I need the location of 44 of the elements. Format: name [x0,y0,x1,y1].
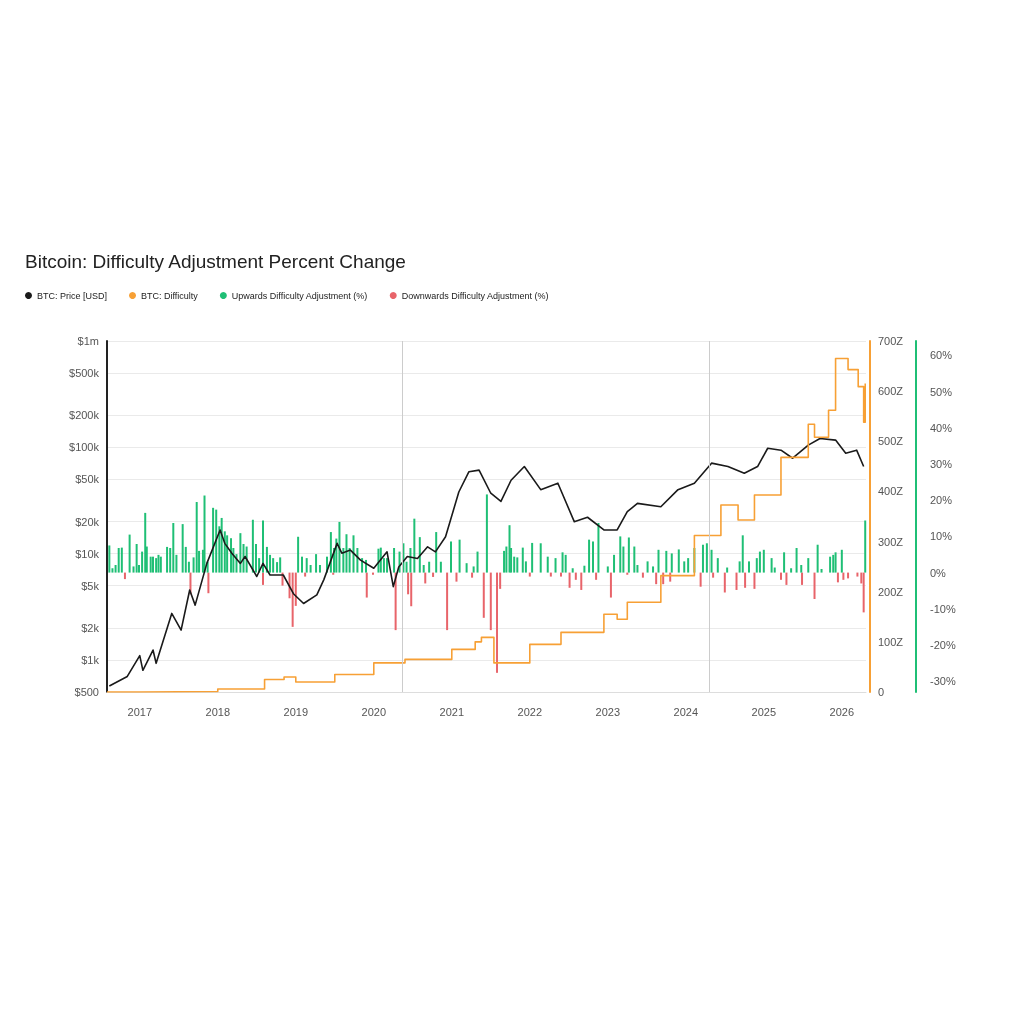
x-tick-label: 2024 [673,705,699,718]
y-tick-label: $1m [77,335,99,347]
y3-tick-label: 40% [930,421,953,434]
y2-tick-label: 400Z [878,485,904,498]
x-tick-label: 2019 [283,705,309,718]
legend-label: BTC: Difficulty [141,290,199,301]
y2-tick-label: 700Z [878,335,904,347]
y2-tick-label: 600Z [878,385,904,398]
x-tick-label: 2021 [439,705,465,718]
legend-label: BTC: Price [USD] [37,290,108,301]
y-tick-label: $2k [81,621,100,634]
y3-tick-label: 60% [930,349,953,362]
y-tick-label: $20k [75,515,100,528]
y-tick-label: $200k [69,409,100,422]
x-tick-label: 2018 [205,705,231,718]
y-tick-label: $5k [81,579,100,592]
x-tick-label: 2026 [829,705,855,718]
y3-tick-label: -10% [930,602,956,615]
x-tick-label: 2023 [595,705,621,718]
y-tick-label: $500k [69,367,100,380]
x-tick-label: 2025 [751,705,777,718]
y-tick-label: $500 [74,686,99,698]
legend-label: Downwards Difficulty Adjustment (%) [401,290,549,301]
y2-tick-label: 300Z [878,535,904,548]
y-tick-label: $100k [69,441,100,454]
y2-tick-label: 200Z [878,585,904,598]
y3-tick-label: 50% [930,385,953,398]
y3-tick-label: -30% [930,675,956,688]
y3-tick-label: 10% [930,530,953,543]
y-tick-label: $50k [75,473,100,486]
y-tick-label: $1k [81,653,100,666]
chart-title: Bitcoin: Difficulty Adjustment Percent Change [25,251,406,272]
y3-tick-label: 0% [930,566,947,579]
y2-tick-label: 500Z [878,435,904,448]
y3-tick-label: 30% [930,458,953,471]
legend-label: Upwards Difficulty Adjustment (%) [231,290,368,301]
x-tick-label: 2017 [127,705,152,718]
x-tick-label: 2022 [517,705,543,718]
y3-tick-label: 20% [930,494,953,507]
y-tick-label: $10k [75,547,100,560]
y2-tick-label: 0 [878,686,885,698]
y2-tick-label: 100Z [878,635,904,648]
x-tick-label: 2020 [361,705,387,718]
y3-tick-label: -20% [930,638,956,651]
